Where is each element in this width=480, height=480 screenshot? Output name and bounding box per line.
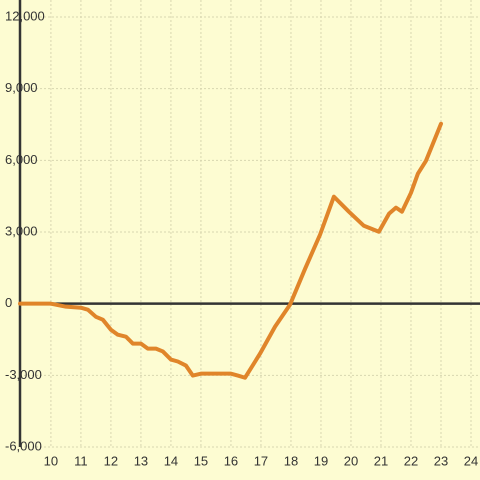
x-tick-label: 13 (134, 453, 148, 468)
x-tick-label: 22 (404, 453, 418, 468)
y-tick-label: -3,000 (5, 367, 42, 382)
y-tick-label: 9,000 (5, 80, 38, 95)
x-tick-label: 15 (194, 453, 208, 468)
x-tick-label: 23 (434, 453, 448, 468)
x-tick-label: 18 (284, 453, 298, 468)
x-tick-label: 24 (464, 453, 478, 468)
y-tick-label: 0 (5, 295, 12, 310)
y-tick-label: 6,000 (5, 152, 38, 167)
x-tick-label: 12 (104, 453, 118, 468)
x-tick-label: 19 (314, 453, 328, 468)
x-tick-label: 10 (44, 453, 58, 468)
x-tick-label: 16 (224, 453, 238, 468)
line-series (18, 121, 443, 380)
y-tick-label: 3,000 (5, 223, 38, 238)
x-tick-label: 11 (74, 453, 88, 468)
x-tick-label: 17 (254, 453, 268, 468)
x-tick-label: 14 (164, 453, 178, 468)
x-tick-label: 20 (344, 453, 358, 468)
x-tick-label: 21 (374, 453, 388, 468)
y-tick-label: -6,000 (5, 438, 42, 453)
y-tick-label: 12,000 (5, 8, 45, 23)
